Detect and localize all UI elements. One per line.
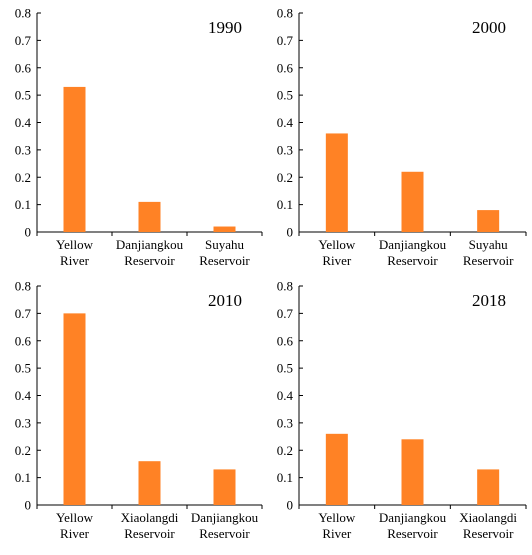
bar <box>477 469 500 505</box>
y-tick-label: 0.5 <box>277 88 293 103</box>
y-tick-label: 0.1 <box>15 470 31 485</box>
x-category-label: Danjiangkou <box>116 237 184 252</box>
y-tick-label: 0.2 <box>15 443 31 458</box>
panel-title: 2010 <box>208 291 242 310</box>
bar <box>401 439 424 505</box>
x-category-label: Danjiangkou <box>379 237 447 252</box>
bar <box>325 133 348 232</box>
panel-title: 1990 <box>208 18 242 37</box>
x-category-label: Danjiangkou <box>379 510 447 525</box>
bar <box>213 469 236 505</box>
x-category-label: Reservoir <box>124 526 175 541</box>
x-category-label: Suyahu <box>205 237 245 252</box>
y-tick-label: 0.4 <box>15 388 32 403</box>
y-tick-label: 0.5 <box>15 361 31 376</box>
x-category-label: Reservoir <box>199 526 250 541</box>
x-category-label: Reservoir <box>199 253 250 268</box>
y-tick-label: 0.7 <box>277 33 294 48</box>
y-tick-label: 0.4 <box>277 388 294 403</box>
x-category-label: Xiaolangdi <box>459 510 517 525</box>
y-tick-label: 0.6 <box>277 333 294 348</box>
y-tick-label: 0 <box>287 498 294 513</box>
y-tick-label: 0.1 <box>277 470 293 485</box>
y-tick-label: 0.7 <box>15 306 32 321</box>
bar <box>138 461 161 505</box>
y-tick-label: 0.4 <box>15 115 32 130</box>
y-tick-label: 0.3 <box>277 142 293 157</box>
y-tick-label: 0.8 <box>15 279 31 294</box>
panel-title: 2018 <box>472 291 506 310</box>
y-tick-label: 0.7 <box>15 33 32 48</box>
y-tick-label: 0 <box>287 225 294 240</box>
y-tick-label: 0.3 <box>15 142 31 157</box>
bar <box>325 433 348 505</box>
x-category-label: Reservoir <box>463 526 514 541</box>
y-tick-label: 0.6 <box>15 60 32 75</box>
bar <box>63 313 86 505</box>
y-tick-label: 0.5 <box>15 88 31 103</box>
y-tick-label: 0.6 <box>15 333 32 348</box>
bar <box>63 86 86 232</box>
x-category-label: Yellow <box>56 510 94 525</box>
x-category-label: Yellow <box>56 237 94 252</box>
bar <box>477 210 500 232</box>
y-tick-label: 0.2 <box>277 443 293 458</box>
x-category-label: Reservoir <box>124 253 175 268</box>
x-category-label: River <box>322 253 352 268</box>
y-tick-label: 0.1 <box>15 197 31 212</box>
x-category-label: Danjiangkou <box>191 510 259 525</box>
y-tick-label: 0.8 <box>277 6 293 21</box>
x-category-label: River <box>60 253 90 268</box>
x-category-label: Suyahu <box>469 237 509 252</box>
y-tick-label: 0 <box>25 498 32 513</box>
y-tick-label: 0.3 <box>15 415 31 430</box>
y-tick-label: 0.4 <box>277 115 294 130</box>
y-tick-label: 0.8 <box>15 6 31 21</box>
y-tick-label: 0.3 <box>277 415 293 430</box>
y-tick-label: 0.2 <box>15 170 31 185</box>
bar <box>401 171 424 232</box>
x-category-label: Reservoir <box>387 253 438 268</box>
y-tick-label: 0.1 <box>277 197 293 212</box>
y-tick-label: 0.8 <box>277 279 293 294</box>
x-category-label: Reservoir <box>387 526 438 541</box>
x-category-label: River <box>322 526 352 541</box>
y-tick-label: 0.6 <box>277 60 294 75</box>
x-category-label: River <box>60 526 90 541</box>
y-tick-label: 0.7 <box>277 306 294 321</box>
bar <box>138 201 161 232</box>
y-tick-label: 0.5 <box>277 361 293 376</box>
y-tick-label: 0 <box>25 225 32 240</box>
x-category-label: Yellow <box>318 237 356 252</box>
x-category-label: Reservoir <box>463 253 514 268</box>
x-category-label: Xiaolangdi <box>121 510 179 525</box>
y-tick-label: 0.2 <box>277 170 293 185</box>
bar <box>213 226 236 232</box>
panel-title: 2000 <box>472 18 506 37</box>
x-category-label: Yellow <box>318 510 356 525</box>
